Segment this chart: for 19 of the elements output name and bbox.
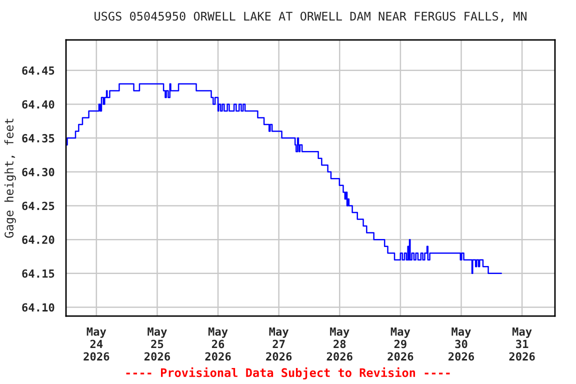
x-tick-label: May 30 2026 bbox=[448, 327, 474, 361]
y-axis-title: Gage height, feet bbox=[4, 118, 16, 238]
x-tick-label: May 31 2026 bbox=[509, 327, 535, 361]
x-tick-label: May 26 2026 bbox=[205, 327, 231, 361]
y-tick-label: 64.35 bbox=[22, 134, 54, 142]
x-tick-label: May 25 2026 bbox=[144, 327, 170, 361]
x-tick-label: May 24 2026 bbox=[84, 327, 110, 361]
y-tick-label: 64.20 bbox=[22, 236, 54, 244]
y-tick-label: 64.40 bbox=[22, 100, 54, 109]
y-tick-label: 64.30 bbox=[22, 168, 54, 176]
text: ---- Provisional Data Subject to Revision ---- bbox=[126, 367, 450, 380]
chart-title: USGS 05045950 ORWELL LAKE AT ORWELL DAM NEAR FERGUS FALLS, MN bbox=[94, 12, 526, 22]
y-tick-label: 64.15 bbox=[22, 269, 54, 278]
x-tick-label: May 27 2026 bbox=[266, 327, 292, 361]
x-tick-label: May 29 2026 bbox=[388, 327, 414, 361]
x-tick-label: May 28 2026 bbox=[326, 327, 352, 361]
y-tick-label: 64.10 bbox=[22, 303, 54, 312]
y-tick-label: 64.25 bbox=[22, 202, 54, 210]
y-tick-label: 64.45 bbox=[22, 66, 54, 75]
